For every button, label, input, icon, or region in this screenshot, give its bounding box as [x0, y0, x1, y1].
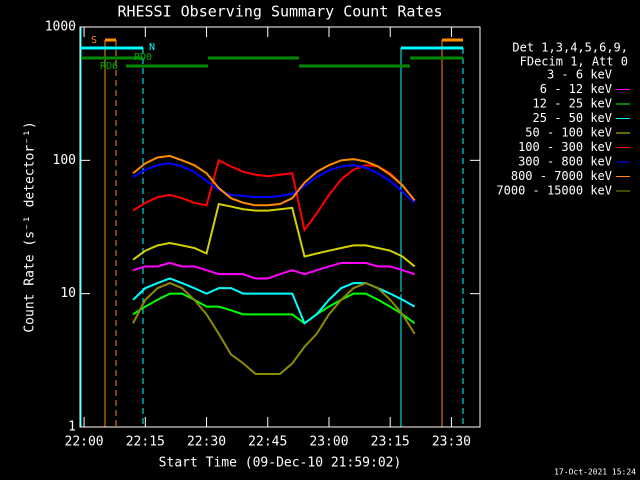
- series-line: [132, 261, 416, 280]
- series-line: [132, 292, 416, 325]
- legend-label: 6 - 12 keV: [540, 82, 612, 96]
- series-line: [132, 158, 416, 233]
- legend-label: 25 - 50 keV: [533, 111, 612, 125]
- legend-label: 800 - 7000 keV: [511, 169, 612, 183]
- y-axis-label: Count Rate (s⁻¹ detector⁻¹): [23, 121, 38, 332]
- legend-label: 100 - 300 keV: [518, 140, 612, 154]
- legend-label: 300 - 800 keV: [518, 155, 612, 169]
- footer: 17-Oct-2021 15:24: [554, 468, 636, 477]
- annotation: S: [91, 35, 97, 46]
- x-tick-label: 23:00: [309, 435, 348, 450]
- annotation: RD0: [134, 52, 152, 63]
- annotation: RD6: [100, 61, 118, 72]
- legend-label: 7000 - 15000 keV: [496, 184, 612, 198]
- legend-title: FDecim 1, Att 0: [520, 55, 628, 69]
- x-tick-label: 22:15: [126, 435, 165, 450]
- legend-label: 12 - 25 keV: [533, 97, 612, 111]
- series-line: [132, 282, 416, 375]
- legend-label: 3 - 6 keV: [547, 68, 612, 82]
- y-tick-label: 1000: [45, 20, 76, 35]
- annotation: N: [149, 42, 155, 53]
- y-tick-label: 10: [60, 286, 76, 301]
- x-tick-label: 23:15: [371, 435, 410, 450]
- x-tick-label: 22:30: [187, 435, 226, 450]
- series-line: [132, 162, 416, 204]
- x-axis-label: Start Time (09-Dec-10 21:59:02): [159, 456, 402, 471]
- legend-title: Det 1,3,4,5,6,9,: [512, 41, 628, 55]
- series-line: [132, 154, 416, 207]
- y-tick-label: 1: [68, 420, 76, 435]
- x-tick-label: 22:45: [248, 435, 287, 450]
- legend-label: 50 - 100 keV: [525, 126, 612, 140]
- x-tick-label: 23:30: [432, 435, 471, 450]
- chart-title: RHESSI Observing Summary Count Rates: [117, 3, 442, 21]
- series-line: [132, 273, 416, 308]
- x-tick-label: 22:00: [65, 435, 104, 450]
- series-line: [132, 202, 416, 268]
- y-tick-label: 100: [53, 153, 76, 168]
- plot-frame: [79, 26, 481, 428]
